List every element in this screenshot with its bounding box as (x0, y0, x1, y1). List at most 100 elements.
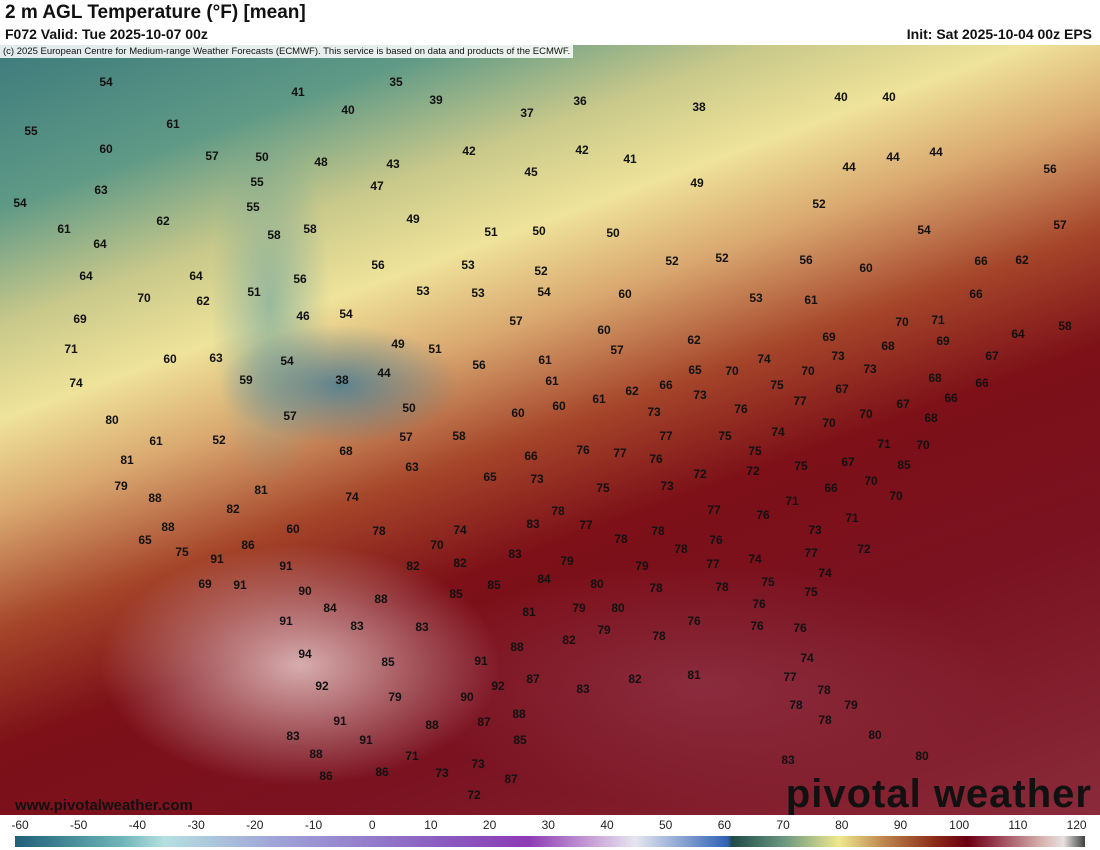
temp-label: 43 (386, 157, 400, 171)
temp-label: 75 (770, 378, 784, 392)
temp-label: 75 (761, 575, 775, 589)
temp-label: 78 (674, 542, 688, 556)
temp-label: 73 (530, 472, 544, 486)
temp-label: 90 (460, 690, 474, 704)
temp-label: 73 (647, 405, 661, 419)
temp-label: 66 (975, 376, 989, 390)
colorbar-tick: 10 (424, 818, 438, 832)
temp-label: 59 (239, 373, 253, 387)
temp-label: 69 (822, 330, 836, 344)
temp-label: 49 (406, 212, 420, 226)
temp-label: 70 (430, 538, 444, 552)
temperature-map: 54 35 41 40 39 36 37 38 40 40 55 61 60 57 50 48 43 42 42 41… (0, 45, 1100, 815)
temp-label: 78 (372, 524, 386, 538)
temp-label: 80 (915, 749, 929, 763)
colorbar-tick: 50 (659, 818, 673, 832)
temp-label: 41 (623, 152, 637, 166)
temp-label: 69 (936, 334, 950, 348)
temp-label: 38 (692, 100, 706, 114)
temp-label: 85 (449, 587, 463, 601)
temp-label: 42 (575, 143, 589, 157)
temp-label: 76 (576, 443, 590, 457)
temp-label: 78 (651, 524, 665, 538)
temp-label: 54 (537, 285, 551, 299)
temp-label: 82 (453, 556, 467, 570)
temp-label: 79 (560, 554, 574, 568)
temp-label: 79 (844, 698, 858, 712)
colorbar-tick: -10 (304, 818, 323, 832)
temp-label: 84 (323, 601, 337, 615)
temp-label: 58 (267, 228, 281, 242)
temp-label: 57 (399, 430, 413, 444)
temp-label: 88 (161, 520, 175, 534)
temp-label: 72 (467, 788, 481, 802)
temp-label: 61 (57, 222, 71, 236)
temp-label: 52 (812, 197, 826, 211)
temp-label: 54 (339, 307, 353, 321)
temp-label: 55 (246, 200, 260, 214)
temp-label: 79 (114, 479, 128, 493)
temp-label: 66 (974, 254, 988, 268)
temp-label: 51 (428, 342, 442, 356)
temp-label: 73 (863, 362, 877, 376)
temp-label: 54 (280, 354, 294, 368)
copyright-notice: (c) 2025 European Centre for Medium-rang… (0, 45, 574, 58)
temp-label: 58 (452, 429, 466, 443)
temp-label: 70 (895, 315, 909, 329)
temp-label: 74 (345, 490, 359, 504)
temp-label: 64 (79, 269, 93, 283)
temp-label: 82 (562, 633, 576, 647)
temp-label: 70 (801, 364, 815, 378)
temp-label: 46 (296, 309, 310, 323)
temp-label: 78 (818, 713, 832, 727)
temp-label: 91 (474, 654, 488, 668)
temp-label: 44 (842, 160, 856, 174)
site-url[interactable]: www.pivotalweather.com (15, 797, 193, 814)
temp-label: 47 (370, 179, 384, 193)
temp-label: 48 (314, 155, 328, 169)
colorbar-tick: 0 (368, 818, 376, 832)
temp-label: 71 (845, 511, 859, 525)
temp-label: 82 (226, 502, 240, 516)
temp-label: 61 (545, 374, 559, 388)
temp-label: 67 (835, 382, 849, 396)
temp-label: 83 (508, 547, 522, 561)
temp-label: 84 (537, 572, 551, 586)
temp-label: 58 (1058, 319, 1072, 333)
temp-label: 77 (707, 503, 721, 517)
temp-label: 40 (882, 90, 896, 104)
temp-label: 78 (551, 504, 565, 518)
temp-label: 88 (425, 718, 439, 732)
temp-label: 60 (618, 287, 632, 301)
temp-label: 74 (771, 425, 785, 439)
temp-label: 83 (286, 729, 300, 743)
temp-label: 45 (524, 165, 538, 179)
temp-label: 88 (374, 592, 388, 606)
colorbar-tick: 40 (600, 818, 614, 832)
temp-label: 50 (532, 224, 546, 238)
map-title: 2 m AGL Temperature (°F) [mean] (5, 2, 306, 23)
temp-label: 91 (359, 733, 373, 747)
temp-label: 68 (924, 411, 938, 425)
colorbar-tick: 100 (949, 818, 970, 832)
temp-label: 74 (800, 651, 814, 665)
temp-label: 79 (635, 559, 649, 573)
temp-label: 52 (665, 254, 679, 268)
temp-label: 61 (804, 293, 818, 307)
valid-time: F072 Valid: Tue 2025-10-07 00z (5, 26, 208, 42)
temp-label: 71 (64, 342, 78, 356)
temp-label: 60 (597, 323, 611, 337)
temp-label: 85 (487, 578, 501, 592)
temp-label: 78 (715, 580, 729, 594)
temp-label: 64 (189, 269, 203, 283)
temp-label: 67 (985, 349, 999, 363)
temp-label: 52 (534, 264, 548, 278)
temp-label: 57 (1053, 218, 1067, 232)
temp-label: 65 (483, 470, 497, 484)
temp-label: 61 (592, 392, 606, 406)
temp-label: 82 (628, 672, 642, 686)
temp-label: 71 (931, 313, 945, 327)
temp-label: 70 (822, 416, 836, 430)
temp-label: 70 (889, 489, 903, 503)
temp-label: 85 (513, 733, 527, 747)
